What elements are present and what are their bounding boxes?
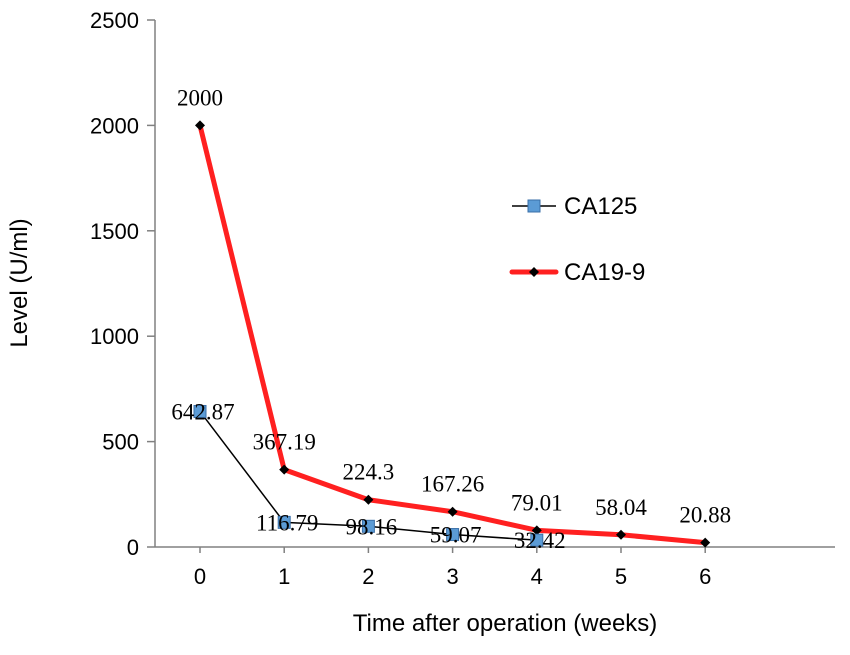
legend: CA125 CA19-9 [509,193,645,286]
legend-label-ca19-9: CA19-9 [564,259,645,286]
x-tick-label-1: 1 [278,564,290,589]
data-label-ca19-9-6: 20.88 [679,503,731,528]
data-label-ca19-9-3: 167.26 [421,472,484,497]
data-point-ca19-9-2 [363,494,374,505]
data-point-ca19-9-0 [195,120,205,131]
x-axis-title: Time after operation (weeks) [353,610,658,637]
axes [154,20,835,548]
data-label-ca125-0: 642.87 [171,399,234,424]
y-tick-label-2000: 2000 [90,113,139,138]
legend-label-ca125: CA125 [564,193,637,220]
x-tick-label-4: 4 [531,564,543,589]
legend-marker-ca125 [527,199,541,213]
data-label-ca125-1: 116.79 [256,510,318,535]
data-point-ca19-9-6 [700,537,711,548]
data-label-ca125-4: 32.42 [514,528,566,553]
series-layer: 2000 367.19 224.3 167.26 79.01 58.04 20.88 642.… [171,85,731,553]
y-tick-label-0: 0 [127,535,139,560]
x-tick-label-3: 3 [446,564,458,589]
data-label-ca19-9-4: 79.01 [511,490,563,515]
y-axis-title: Level (U/ml) [6,218,33,347]
data-point-ca19-9-3 [447,506,458,517]
y-tick-label-2500: 2500 [90,8,139,33]
x-tick-label-0: 0 [194,564,206,589]
data-label-ca19-9-1: 367.19 [253,430,316,455]
y-tick-label-1000: 1000 [90,324,139,349]
data-point-ca125-1 [277,515,291,529]
data-point-ca125-2 [361,519,375,533]
data-label-ca19-9-0: 2000 [177,85,223,110]
y-tick-label-500: 500 [102,430,139,455]
y-ticks: 0 500 1000 1500 2000 2500 [90,8,155,560]
x-tick-label-5: 5 [615,564,627,589]
legend-item-ca19-9: CA19-9 [509,259,645,286]
data-label-ca125-2: 98.16 [346,514,398,539]
legend-marker-ca19-9 [529,267,539,277]
data-point-ca125-3 [446,528,460,542]
x-tick-label-2: 2 [362,564,374,589]
data-point-ca19-9-1 [279,464,290,475]
data-point-ca125-4 [530,533,544,547]
data-label-ca125-3: 59.07 [430,523,482,548]
x-tick-label-6: 6 [699,564,711,589]
legend-item-ca125: CA125 [512,193,637,220]
y-tick-label-1500: 1500 [90,219,139,244]
data-point-ca19-9-4 [531,525,542,536]
data-label-ca19-9-2: 224.3 [343,460,395,485]
data-label-ca19-9-5: 58.04 [595,495,647,520]
x-ticks: 0 1 2 3 4 5 6 [194,547,711,589]
data-point-ca125-0 [193,404,207,418]
data-point-ca19-9-5 [616,529,626,540]
